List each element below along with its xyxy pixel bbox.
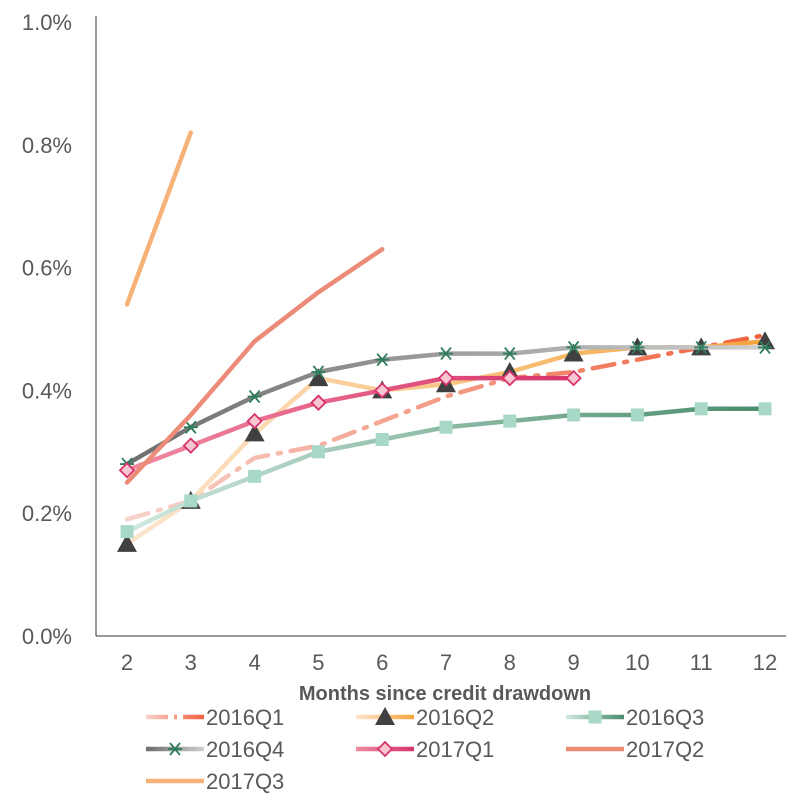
data-point bbox=[501, 369, 519, 387]
y-tick-label: 0.8% bbox=[22, 133, 72, 158]
data-point bbox=[248, 469, 262, 483]
y-tick-label: 0.2% bbox=[22, 501, 72, 526]
legend-marker bbox=[588, 710, 602, 724]
x-tick-label: 3 bbox=[185, 650, 197, 675]
data-point bbox=[563, 343, 584, 362]
data-point bbox=[566, 340, 581, 354]
series-line bbox=[124, 246, 385, 485]
data-point bbox=[375, 433, 389, 447]
data-point bbox=[246, 412, 263, 430]
y-tick-label: 0.0% bbox=[22, 624, 72, 649]
series-2016Q3 bbox=[120, 402, 772, 539]
data-point bbox=[567, 408, 581, 422]
data-point bbox=[694, 402, 708, 416]
data-point bbox=[437, 369, 455, 387]
y-tick-label: 0.4% bbox=[22, 378, 72, 403]
legend-item: 2017Q3 bbox=[146, 769, 284, 794]
legend-label: 2016Q3 bbox=[626, 705, 704, 730]
data-point bbox=[117, 533, 137, 552]
x-tick-label: 5 bbox=[312, 650, 324, 675]
legend-item: 2017Q2 bbox=[566, 737, 704, 762]
series-2016Q2 bbox=[117, 331, 775, 552]
data-point bbox=[120, 525, 134, 539]
legend-label: 2017Q2 bbox=[626, 737, 704, 762]
data-point bbox=[565, 369, 582, 387]
data-point bbox=[502, 346, 517, 361]
x-tick-label: 2 bbox=[121, 650, 133, 675]
legend-item: 2016Q4 bbox=[146, 737, 284, 762]
chart-axes bbox=[95, 16, 786, 637]
series-2016Q4 bbox=[120, 340, 772, 471]
x-tick-label: 4 bbox=[248, 650, 260, 675]
legend-label: 2016Q2 bbox=[416, 705, 494, 730]
data-point bbox=[182, 437, 200, 454]
legend-marker bbox=[168, 742, 182, 756]
data-point bbox=[755, 331, 775, 350]
x-tick-labels: 2 3 4 5 6 7 8 9 10 11 12 bbox=[121, 650, 777, 675]
legend-label: 2017Q3 bbox=[206, 769, 284, 794]
x-tick-label: 7 bbox=[440, 650, 452, 675]
legend-item: 2016Q3 bbox=[566, 705, 704, 730]
legend-label: 2017Q1 bbox=[416, 737, 494, 762]
series-line bbox=[124, 345, 768, 467]
series-2017Q2 bbox=[124, 246, 385, 485]
data-point bbox=[184, 494, 198, 508]
legend-label: 2016Q4 bbox=[206, 737, 284, 762]
chart-legend: 2016Q1 2016Q2 2016Q3 2016Q4 2017Q1 2017Q2 2017… bbox=[146, 705, 704, 794]
x-axis-title: Months since credit drawdown bbox=[299, 683, 591, 705]
data-point bbox=[244, 423, 265, 442]
y-tick-labels: 0.0% 0.2% 0.4% 0.6% 0.8% 1.0% bbox=[22, 10, 72, 649]
data-point bbox=[694, 340, 709, 354]
data-point bbox=[311, 445, 325, 459]
data-point bbox=[310, 394, 327, 411]
data-point bbox=[375, 353, 390, 367]
legend-label: 2016Q1 bbox=[206, 705, 284, 730]
data-point bbox=[118, 461, 136, 479]
x-tick-label: 10 bbox=[625, 650, 649, 675]
legend-item: 2016Q2 bbox=[356, 705, 494, 730]
x-tick-label: 9 bbox=[567, 650, 579, 675]
legend-item: 2016Q1 bbox=[146, 705, 284, 730]
data-point bbox=[630, 340, 645, 354]
legend-marker bbox=[375, 707, 395, 725]
series-line bbox=[124, 130, 194, 307]
plot-series bbox=[117, 130, 775, 552]
data-point bbox=[630, 408, 644, 422]
series-line bbox=[124, 332, 768, 522]
data-point bbox=[373, 382, 391, 399]
data-point bbox=[758, 402, 772, 416]
data-point bbox=[247, 389, 262, 404]
data-point bbox=[758, 340, 772, 354]
series-2017Q3 bbox=[124, 130, 194, 307]
series-2017Q1 bbox=[118, 369, 582, 479]
x-tick-label: 11 bbox=[690, 650, 713, 675]
legend-marker bbox=[376, 740, 394, 758]
x-tick-label: 8 bbox=[504, 650, 516, 675]
data-point bbox=[503, 414, 517, 428]
data-point bbox=[439, 420, 453, 434]
y-tick-label: 0.6% bbox=[22, 256, 72, 281]
x-tick-label: 12 bbox=[753, 650, 777, 675]
data-point bbox=[183, 420, 198, 434]
legend-item: 2017Q1 bbox=[356, 737, 494, 762]
y-tick-label: 1.0% bbox=[22, 10, 72, 35]
series-2016Q1 bbox=[124, 332, 768, 522]
series-line bbox=[124, 375, 576, 473]
data-point bbox=[308, 368, 329, 387]
data-point bbox=[439, 346, 453, 361]
x-tick-label: 6 bbox=[376, 650, 388, 675]
data-point bbox=[311, 365, 326, 379]
